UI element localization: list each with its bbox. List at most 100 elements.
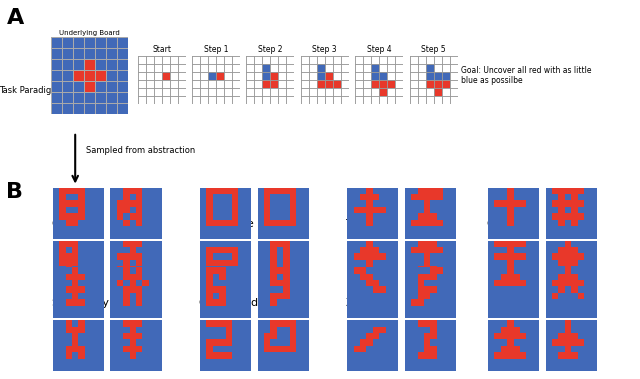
Bar bbox=[354, 207, 360, 213]
Bar bbox=[136, 333, 142, 340]
Bar bbox=[367, 219, 372, 226]
Text: A: A bbox=[6, 8, 24, 28]
Bar bbox=[277, 280, 283, 287]
Bar bbox=[284, 274, 289, 280]
Text: Copy: Copy bbox=[51, 219, 79, 229]
Bar bbox=[418, 274, 424, 280]
Bar bbox=[66, 273, 72, 279]
Bar bbox=[508, 207, 514, 213]
Bar bbox=[572, 280, 577, 287]
Bar bbox=[289, 327, 296, 333]
Bar bbox=[73, 70, 84, 81]
Bar bbox=[379, 327, 385, 333]
Bar bbox=[418, 320, 424, 327]
Bar bbox=[426, 64, 434, 72]
Bar bbox=[208, 72, 216, 80]
Bar bbox=[418, 194, 424, 200]
Bar bbox=[501, 280, 508, 287]
Bar bbox=[136, 241, 142, 247]
Bar bbox=[284, 273, 289, 279]
Bar bbox=[232, 247, 238, 254]
Bar bbox=[436, 219, 443, 226]
Bar bbox=[271, 72, 278, 80]
Bar bbox=[430, 320, 436, 327]
Bar bbox=[136, 200, 142, 207]
Bar bbox=[213, 320, 220, 327]
Bar bbox=[552, 293, 559, 299]
Bar bbox=[367, 340, 372, 346]
Bar bbox=[262, 80, 271, 88]
Bar bbox=[418, 280, 424, 287]
Bar bbox=[130, 188, 136, 194]
Bar bbox=[130, 346, 136, 352]
Text: Start: Start bbox=[152, 45, 171, 54]
Bar bbox=[124, 287, 130, 293]
Bar bbox=[508, 247, 514, 254]
Bar bbox=[271, 254, 277, 260]
Bar bbox=[220, 267, 226, 274]
Bar bbox=[289, 207, 296, 213]
Bar bbox=[565, 267, 571, 274]
Bar bbox=[232, 260, 238, 266]
Bar bbox=[289, 333, 296, 340]
Bar bbox=[207, 340, 213, 346]
Bar bbox=[430, 346, 436, 352]
Bar bbox=[565, 333, 571, 340]
Bar bbox=[130, 287, 136, 293]
Bar bbox=[130, 213, 136, 219]
Bar bbox=[424, 266, 430, 273]
Bar bbox=[284, 219, 289, 226]
Bar bbox=[220, 247, 226, 254]
Bar bbox=[424, 346, 430, 352]
Bar bbox=[360, 254, 367, 260]
Bar bbox=[412, 247, 418, 254]
Bar bbox=[572, 247, 577, 254]
Bar bbox=[559, 287, 565, 293]
Bar bbox=[520, 333, 526, 340]
Bar bbox=[514, 200, 520, 207]
Bar bbox=[79, 287, 84, 293]
Bar bbox=[572, 213, 577, 219]
Bar bbox=[495, 333, 501, 340]
Bar bbox=[354, 346, 360, 352]
Bar bbox=[72, 280, 79, 287]
Bar bbox=[207, 247, 213, 254]
Text: Tree: Tree bbox=[346, 219, 369, 229]
Bar bbox=[72, 293, 79, 299]
Bar bbox=[418, 241, 424, 247]
Bar bbox=[136, 287, 142, 293]
Bar bbox=[289, 194, 296, 200]
Bar bbox=[124, 266, 130, 273]
Bar bbox=[418, 299, 424, 305]
Bar bbox=[66, 274, 72, 280]
Bar bbox=[271, 327, 277, 333]
Bar bbox=[424, 293, 430, 299]
Bar bbox=[520, 200, 526, 207]
Bar bbox=[136, 219, 142, 226]
Bar bbox=[565, 320, 571, 327]
Bar bbox=[565, 340, 571, 346]
Bar bbox=[559, 352, 565, 359]
Bar bbox=[72, 274, 79, 280]
Bar bbox=[277, 293, 283, 299]
Bar bbox=[271, 333, 277, 340]
Bar bbox=[79, 194, 84, 200]
Bar bbox=[284, 241, 289, 247]
Bar bbox=[424, 254, 430, 260]
Bar bbox=[552, 188, 559, 194]
Bar bbox=[264, 346, 271, 352]
Bar bbox=[565, 327, 571, 333]
Bar bbox=[220, 219, 226, 226]
Bar bbox=[271, 299, 277, 305]
Bar bbox=[130, 274, 136, 280]
Bar bbox=[367, 241, 372, 247]
Bar bbox=[284, 320, 289, 327]
Bar bbox=[508, 194, 514, 200]
Bar bbox=[66, 254, 72, 260]
Bar bbox=[424, 260, 430, 266]
Bar bbox=[284, 346, 289, 352]
Bar bbox=[226, 352, 232, 359]
Bar bbox=[424, 188, 430, 194]
Bar bbox=[434, 80, 442, 88]
Bar bbox=[226, 340, 232, 346]
